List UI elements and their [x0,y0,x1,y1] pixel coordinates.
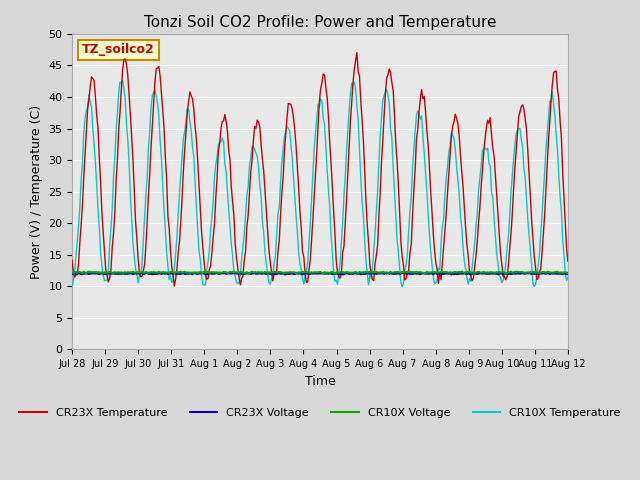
Y-axis label: Power (V) / Temperature (C): Power (V) / Temperature (C) [29,105,43,279]
Title: Tonzi Soil CO2 Profile: Power and Temperature: Tonzi Soil CO2 Profile: Power and Temper… [144,15,496,30]
Text: TZ_soilco2: TZ_soilco2 [82,43,155,57]
X-axis label: Time: Time [305,374,335,388]
Legend: CR23X Temperature, CR23X Voltage, CR10X Voltage, CR10X Temperature: CR23X Temperature, CR23X Voltage, CR10X … [15,404,625,423]
